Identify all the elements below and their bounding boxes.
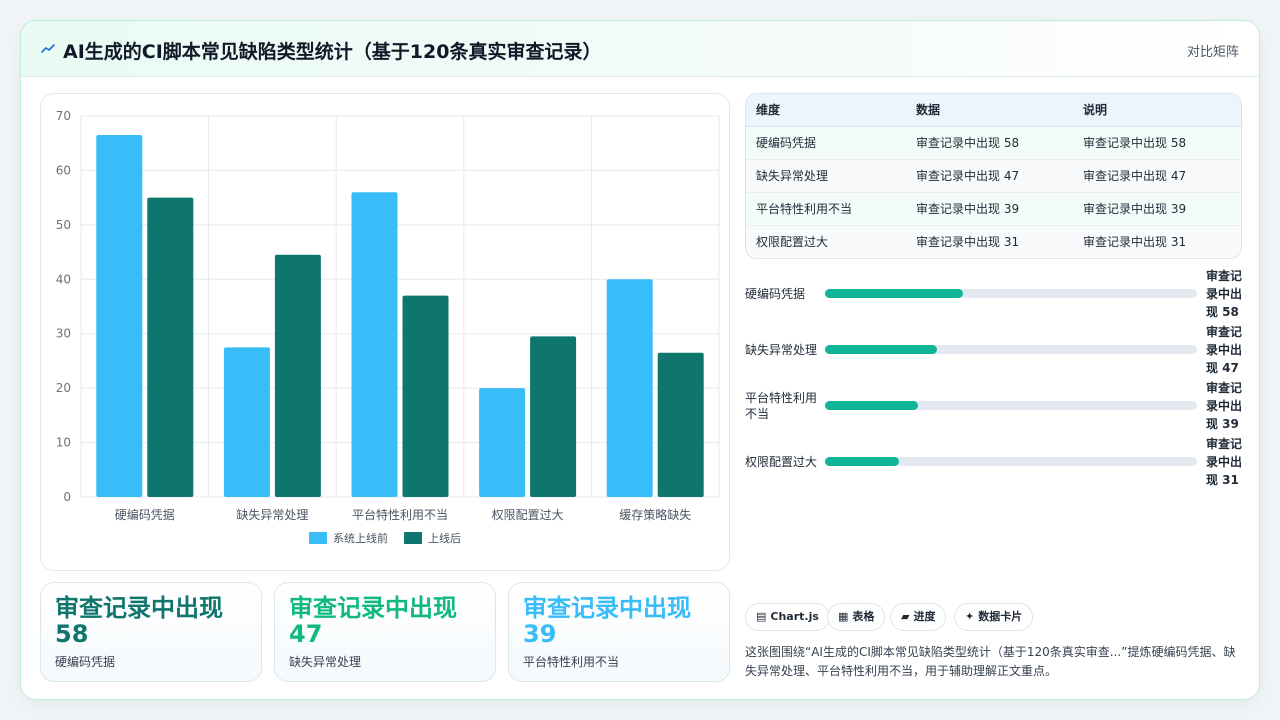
progress-row: 权限配置过大 审查记录中出现 31 xyxy=(745,435,1245,489)
dashboard-card: AI生成的CI脚本常见缺陷类型统计（基于120条真实审查记录） 对比矩阵 0 10… xyxy=(20,20,1260,700)
bar-chart-panel: 0 10 20 30 40 50 60 70 硬编码凭据 缺失异常处理 平台特性利用不当 权限配置过大… xyxy=(40,93,730,571)
chip-label: Chart.js xyxy=(770,610,819,623)
page-title: AI生成的CI脚本常见缺陷类型统计（基于120条真实审查记录） xyxy=(63,41,602,63)
bar xyxy=(351,192,398,497)
table-cell: 审查记录中出现 47 xyxy=(1073,159,1241,193)
kpi-value: 审查记录中出现 47 xyxy=(289,594,457,648)
progress-fill xyxy=(825,289,963,298)
legend-label: 上线后 xyxy=(428,531,461,545)
table-row: 硬编码凭据 审查记录中出现 58 审查记录中出现 58 xyxy=(746,126,1241,160)
kpi-label: 硬编码凭据 xyxy=(55,655,116,669)
chip-chartjs[interactable]: ▤ Chart.js xyxy=(745,603,830,631)
kpi-value: 审查记录中出现 39 xyxy=(523,594,691,648)
progress-icon: ▰ xyxy=(901,610,910,623)
chip-label: 表格 xyxy=(852,610,875,623)
y-tick-label: 60 xyxy=(56,163,71,177)
table-cell: 审查记录中出现 31 xyxy=(906,225,1073,258)
legend-swatch xyxy=(404,532,422,544)
bar-chart: 0 10 20 30 40 50 60 70 硬编码凭据 缺失异常处理 平台特性利用不当 权限配置过大… xyxy=(56,109,720,545)
sparkle-icon: ✦ xyxy=(965,610,975,623)
chip-data-card[interactable]: ✦ 数据卡片 xyxy=(954,603,1034,631)
progress-fill xyxy=(825,401,918,410)
table-header-row: 维度 数据 说明 xyxy=(746,94,1241,127)
table-cell: 平台特性利用不当 xyxy=(746,192,906,226)
y-tick-label: 30 xyxy=(56,327,71,341)
chart-icon: ▤ xyxy=(756,610,767,623)
progress-label: 缺失异常处理 xyxy=(745,343,818,357)
progress-label: 硬编码凭据 xyxy=(745,287,806,301)
progress-label: 平台特性利用不当 xyxy=(745,391,818,421)
table-header-note: 说明 xyxy=(1073,94,1241,127)
y-tick-label: 70 xyxy=(56,109,71,123)
kpi-card-missing-exception: 审查记录中出现 47 缺失异常处理 xyxy=(274,582,496,682)
spark-line-icon xyxy=(41,44,55,53)
card-header: AI生成的CI脚本常见缺陷类型统计（基于120条真实审查记录） 对比矩阵 xyxy=(21,21,1259,77)
chip-progress[interactable]: ▰ 进度 xyxy=(890,603,947,631)
progress-value: 审查记录中出现 39 xyxy=(1206,381,1243,431)
progress-value: 审查记录中出现 47 xyxy=(1206,325,1243,375)
progress-value: 审查记录中出现 31 xyxy=(1206,437,1243,487)
x-tick-label: 平台特性利用不当 xyxy=(352,507,448,522)
table-cell: 审查记录中出现 39 xyxy=(906,192,1073,226)
y-tick-label: 10 xyxy=(56,436,71,450)
progress-fill xyxy=(825,457,900,466)
comparison-table: 维度 数据 说明 硬编码凭据 审查记录中出现 58 审查记录中出现 58 缺失异… xyxy=(745,93,1242,259)
bar xyxy=(223,347,270,497)
y-tick-label: 20 xyxy=(56,381,71,395)
table-cell: 权限配置过大 xyxy=(746,225,906,258)
table-cell: 审查记录中出现 31 xyxy=(1073,225,1241,258)
chip-label: 进度 xyxy=(913,610,936,623)
kpi-label: 平台特性利用不当 xyxy=(523,655,620,669)
kpi-label: 缺失异常处理 xyxy=(289,655,362,669)
table-row: 缺失异常处理 审查记录中出现 47 审查记录中出现 47 xyxy=(746,159,1241,193)
table-icon: ▦ xyxy=(838,610,849,623)
bar xyxy=(402,295,449,497)
x-tick-label: 权限配置过大 xyxy=(492,508,564,522)
kpi-card-hardcoded-credentials: 审查记录中出现 58 硬编码凭据 xyxy=(40,582,262,682)
progress-track xyxy=(825,457,1197,466)
progress-label: 权限配置过大 xyxy=(745,455,818,469)
table-row: 平台特性利用不当 审查记录中出现 39 审查记录中出现 39 xyxy=(746,192,1241,226)
bar xyxy=(530,336,577,497)
table-header-dimension: 维度 xyxy=(746,94,906,127)
table-cell: 审查记录中出现 58 xyxy=(906,126,1073,160)
bar xyxy=(479,388,526,497)
progress-track xyxy=(825,345,1197,354)
progress-value: 审查记录中出现 58 xyxy=(1206,269,1243,319)
y-tick-label: 0 xyxy=(63,490,71,504)
bar xyxy=(96,135,143,498)
bar xyxy=(274,254,321,497)
kpi-card-platform-misuse: 审查记录中出现 39 平台特性利用不当 xyxy=(508,582,730,682)
progress-row: 平台特性利用不当 审查记录中出现 39 xyxy=(745,379,1245,433)
comparison-matrix-label[interactable]: 对比矩阵 xyxy=(1186,45,1239,60)
y-tick-label: 40 xyxy=(56,272,71,286)
bar xyxy=(606,279,653,497)
table-cell: 硬编码凭据 xyxy=(746,126,906,160)
table-header-data: 数据 xyxy=(906,94,1073,127)
chip-label: 数据卡片 xyxy=(978,610,1023,623)
progress-row: 硬编码凭据 审查记录中出现 58 xyxy=(745,267,1245,321)
legend-label: 系统上线前 xyxy=(333,531,388,545)
chip-table[interactable]: ▦ 表格 xyxy=(827,603,886,631)
kpi-value: 审查记录中出现 58 xyxy=(55,594,223,648)
x-tick-label: 缓存策略缺失 xyxy=(619,507,691,522)
legend-swatch xyxy=(309,532,327,544)
progress-track xyxy=(825,401,1197,410)
progress-track xyxy=(825,289,1197,298)
bar xyxy=(657,352,704,497)
bar xyxy=(147,197,194,497)
x-tick-label: 硬编码凭据 xyxy=(115,507,175,522)
y-tick-label: 50 xyxy=(56,218,71,232)
table-cell: 审查记录中出现 47 xyxy=(906,159,1073,193)
table-cell: 审查记录中出现 58 xyxy=(1073,126,1241,160)
chart-description: 这张图围绕“AI生成的CI脚本常见缺陷类型统计（基于120条真实审查...”提炼… xyxy=(745,645,1236,678)
table-row: 权限配置过大 审查记录中出现 31 审查记录中出现 31 xyxy=(746,225,1241,258)
table-cell: 审查记录中出现 39 xyxy=(1073,192,1241,226)
progress-fill xyxy=(825,345,937,354)
progress-row: 缺失异常处理 审查记录中出现 47 xyxy=(745,323,1245,377)
table-cell: 缺失异常处理 xyxy=(746,159,906,193)
x-tick-label: 缺失异常处理 xyxy=(236,507,308,522)
